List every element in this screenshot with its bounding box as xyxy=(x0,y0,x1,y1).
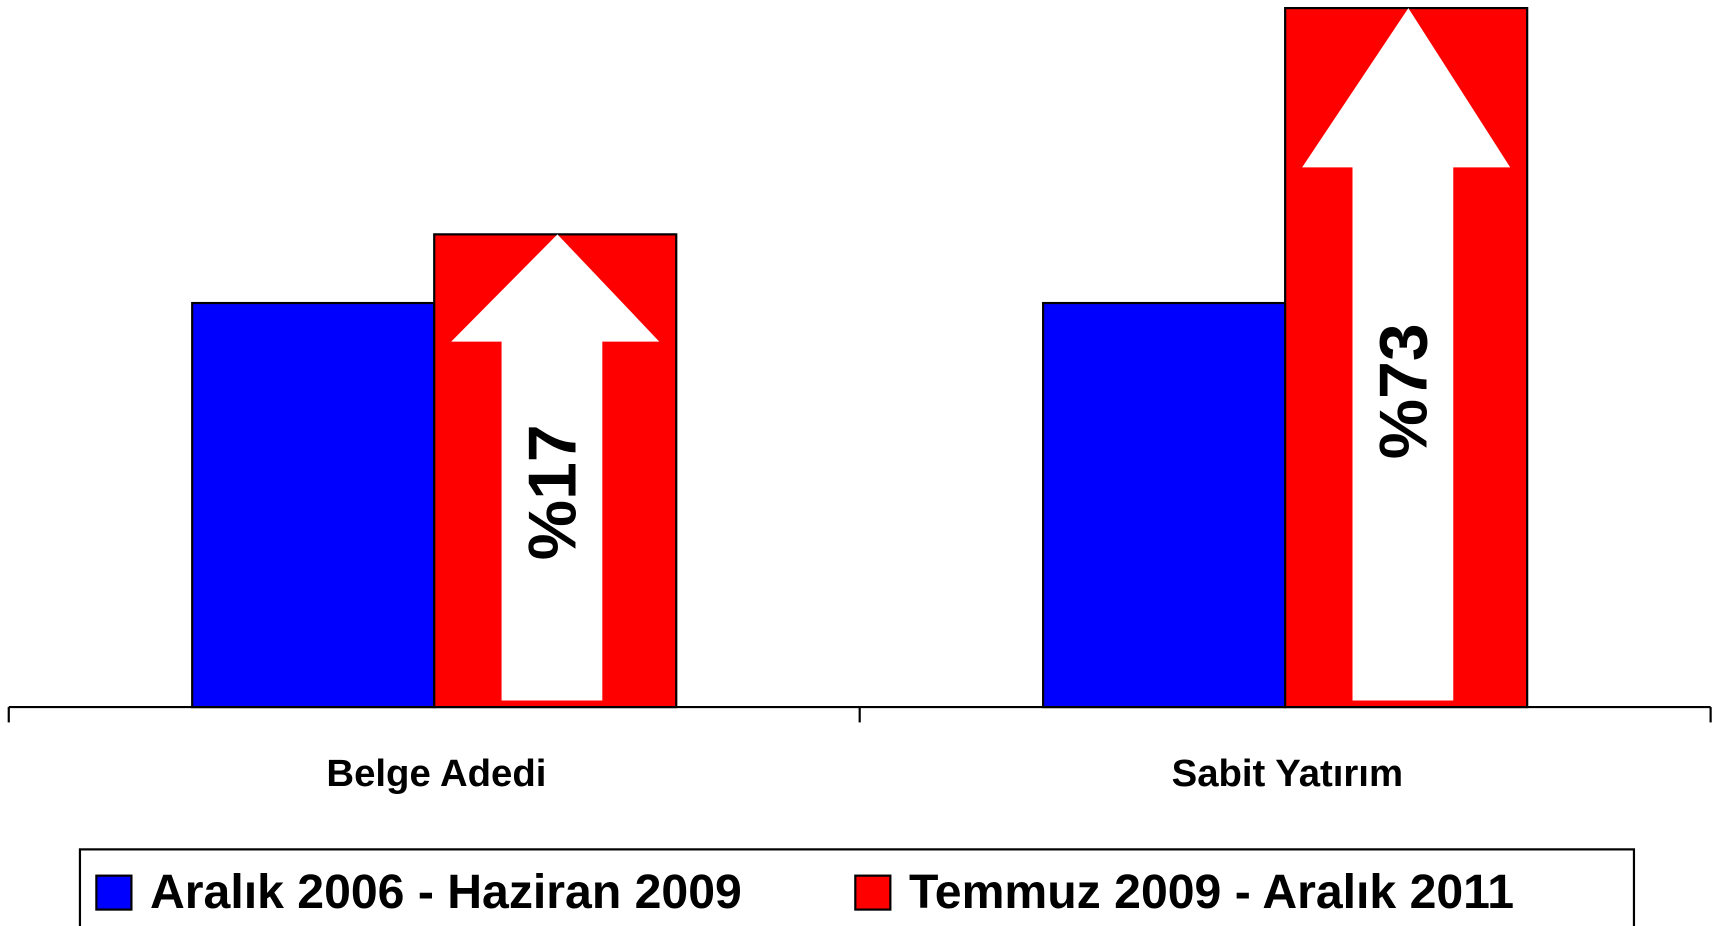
x-tick-label: Sabit Yatırım xyxy=(1172,752,1403,795)
legend-swatch xyxy=(854,874,892,911)
annotation: %17 xyxy=(515,424,590,560)
growth-arrow xyxy=(1302,8,1511,701)
bar xyxy=(1042,301,1287,709)
growth-arrow xyxy=(451,234,660,701)
bar xyxy=(191,301,436,709)
legend-label: Aralık 2006 - Haziran 2009 xyxy=(150,865,742,919)
x-tick-label: Belge Adedi xyxy=(326,752,546,795)
annotation: %73 xyxy=(1366,323,1441,459)
legend-label: Temmuz 2009 - Aralık 2011 xyxy=(909,865,1514,919)
legend-swatch xyxy=(95,874,133,911)
